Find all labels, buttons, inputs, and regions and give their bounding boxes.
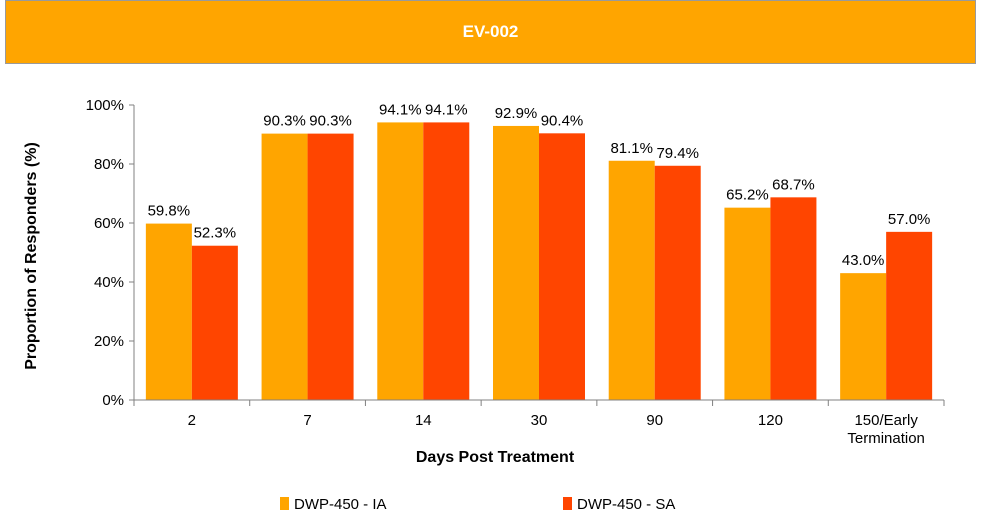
x-tick-label: 90 (646, 412, 663, 429)
legend-label: DWP-450 - SA (577, 496, 675, 513)
bar (261, 133, 308, 401)
plot-area: 0% 20% 40% 60% 80% 100% 59.8% 90.3% 94.1% 92.9% 81… (86, 97, 945, 447)
data-label: 94.1% (425, 101, 468, 118)
bar (539, 133, 585, 400)
bar (840, 273, 887, 400)
data-label: 52.3% (194, 225, 237, 242)
y-tick-label: 0% (102, 392, 124, 409)
data-label: 90.3% (263, 113, 306, 130)
y-axis-title: Proportion of Responders (%) (23, 142, 40, 370)
x-tick-label: Termination (847, 430, 925, 447)
data-label: 57.0% (888, 211, 931, 228)
bar (191, 245, 238, 400)
bar (886, 231, 933, 400)
bar (377, 122, 424, 400)
legend-label: DWP-450 - IA (294, 496, 387, 513)
chart-title-banner: EV-002 (5, 0, 976, 64)
x-tick-label: 120 (758, 412, 783, 429)
data-label: 92.9% (495, 105, 538, 122)
bar (493, 125, 539, 400)
data-label: 43.0% (842, 252, 885, 269)
bar (307, 133, 354, 401)
data-label: 68.7% (772, 176, 815, 193)
x-tick-label: 14 (415, 412, 432, 429)
legend: DWP-450 - IA DWP-450 - SA (280, 496, 675, 513)
legend-swatch (563, 497, 572, 510)
x-tick-label: 2 (188, 412, 196, 429)
data-label: 59.8% (148, 203, 191, 220)
data-label: 94.1% (379, 101, 422, 118)
data-label: 81.1% (610, 140, 653, 157)
y-tick-label: 100% (86, 97, 124, 114)
y-tick-label: 40% (94, 274, 124, 291)
x-tick-label: 30 (531, 412, 548, 429)
y-tick-label: 60% (94, 215, 124, 232)
bar (145, 223, 192, 400)
x-axis-title: Days Post Treatment (416, 449, 575, 466)
data-label: 65.2% (726, 187, 769, 204)
data-label: 90.3% (309, 113, 352, 130)
x-tick-label: 7 (303, 412, 311, 429)
data-label: 79.4% (656, 145, 699, 162)
bar (724, 207, 771, 400)
legend-swatch (280, 497, 289, 510)
x-tick-label: 150/Early (854, 412, 918, 429)
bar (770, 197, 817, 400)
y-tick-label: 80% (94, 156, 124, 173)
bar (654, 165, 701, 400)
bar (608, 160, 655, 400)
bar (423, 122, 470, 400)
y-tick-label: 20% (94, 333, 124, 350)
data-label: 90.4% (541, 112, 584, 129)
chart-title: EV-002 (462, 22, 519, 41)
